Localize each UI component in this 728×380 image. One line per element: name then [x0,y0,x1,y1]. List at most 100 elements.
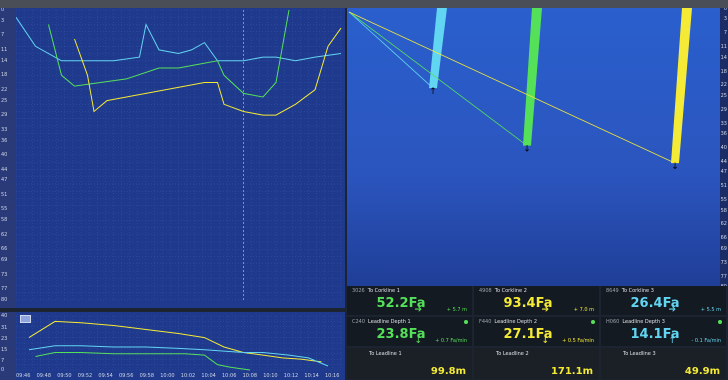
readout-change: + 0.7 Fa/min [435,338,467,344]
y-tick-label: 44 [1,166,8,173]
x-tick-label: 10:14 [304,373,319,379]
depth-tick-label: 69 [720,245,727,252]
depth-history-chart[interactable]: 0 3 7 11 14 18 22 25 29 33 36 40 44 47 51 55 58 62 66 69 73 7… [0,8,345,308]
readout-value: 27.1Fa [503,327,553,342]
x-tick-label: 10:08 [242,373,258,379]
readout-id: H060 [606,319,620,325]
readout-id: C240 [352,319,366,325]
y-tick-label: 33 [1,126,8,133]
y-tick-label: 47 [1,177,8,184]
readout-cell-8649[interactable]: 8649 To Corkline 3 26.4Fa ➔ + 5.5 m [601,286,726,315]
depth-tick-label: 73 [720,259,727,266]
depth-history-plot [15,9,342,301]
x-tick-label: 10:02 [180,373,196,379]
readout-title: To Corkline 1 [367,288,400,294]
leadline-value: 49.9m [684,366,720,377]
y-tick-label: 55 [1,206,8,213]
readout-title: Leadline Depth 3 [622,319,665,325]
leadline-distance-1[interactable]: To Leadline 1 99.8m [347,348,472,379]
readout-value: 52.2Fa [376,296,426,311]
readout-cell-4908[interactable]: 4908 To Corkline 2 93.4Fa ➔ + 7.0 m [474,286,599,315]
readout-trend-icon: ↑ [668,336,677,346]
y-tick-label: 7 [1,32,5,39]
readout-value: 23.8Fa [376,327,426,342]
x-tick-label: 10:12 [283,373,299,379]
readout-title: To Corkline 3 [621,288,654,294]
y-tick-label: 31 [1,325,8,332]
depth-tick-label: 3 [723,16,727,23]
readout-label: F440 Leadline Depth 2 [479,319,537,325]
x-tick-label: 09:52 [77,373,93,379]
x-tick-label: 09:50 [57,373,72,379]
y-tick-label: 69 [1,257,8,264]
readout-label: 3026 To Corkline 1 [352,288,400,294]
y-tick-label: 73 [1,271,8,278]
x-tick-label: 10:00 [160,373,175,379]
x-tick-label: 09:56 [119,373,134,379]
y-tick-label: 18 [1,72,8,79]
readout-cell-c240[interactable]: C240 Leadline Depth 1 23.8Fa ↓ + 0.7 Fa/min [347,317,472,346]
x-tick-label: 10:06 [222,373,237,379]
top-toolbar-strip [0,0,728,8]
net-depth-axis: 0 3 7 11 14 18 22 25 29 33 36 40 44 47 51 55 58 62 66 69 73 7… [720,8,728,286]
depth-tick-label: 18 [720,68,727,75]
x-tick-label: 10:10 [263,373,278,379]
net-end-marker-icon: ↑ [429,87,437,97]
depth-tick-label: 29 [720,106,727,113]
status-dot-icon [718,320,722,324]
y-tick-label: 62 [1,231,8,238]
depth-series-line-2 [48,9,290,98]
y-tick-label: 40 [1,152,8,158]
net-geometry-plot: ↑ ↓ ↓ [348,8,692,172]
x-tick-label: 09:58 [139,373,155,379]
timeline-chart[interactable]: 40 31 23 15 7 0 09:46 09:48 09:50 09:52 09:54 09:5… [0,312,345,380]
readout-trend-icon: ➔ [414,305,423,315]
timeline-y-axis: 40 31 23 15 7 0 [0,312,16,380]
readout-label: 8649 To Corkline 3 [606,288,654,294]
x-tick-label: 10:16 [325,373,340,379]
readout-label: H060 Leadline Depth 3 [606,319,665,325]
readout-cell-h060[interactable]: H060 Leadline Depth 3 14.1Fa ↑ - 0.1 Fa/min [601,317,726,346]
x-tick-label: 09:54 [98,373,113,379]
depth-tick-label: 0 [723,8,727,12]
y-tick-label: 25 [1,97,8,104]
chart-legend-toggle-icon[interactable] [20,315,31,323]
readout-title: Leadline Depth 2 [494,319,538,325]
leadline-distance-3[interactable]: To Leadline 3 49.9m [601,348,726,379]
y-tick-label: 40 [1,313,8,319]
timeline-plot [15,315,342,371]
x-tick-label: 10:04 [201,373,216,379]
leadline-label: To Leadline 2 [496,351,529,357]
tow-line-2 [348,11,528,146]
net-end-marker-icon: ↓ [671,162,679,172]
net-panel-1 [429,8,447,89]
y-tick-label: 0 [1,8,5,13]
net-panel-3 [671,8,692,164]
depth-tick-label: 11 [720,44,727,51]
depth-tick-label: 58 [720,207,727,214]
leadline-distance-2[interactable]: To Leadline 2 171.1m [474,348,599,379]
y-tick-label: 23 [1,335,8,342]
readout-id: 8649 [606,288,619,294]
readout-cell-f440[interactable]: F440 Leadline Depth 2 27.1Fa ↓ + 0.5 Fa/min [474,317,599,346]
depth-tick-label: 62 [720,221,727,228]
leadline-value: 99.8m [430,366,466,377]
y-tick-label: 14 [1,57,8,64]
readout-label: C240 Leadline Depth 1 [352,319,411,325]
status-dot-icon [464,320,468,324]
y-tick-label: 7 [1,357,5,364]
depth-tick-label: 36 [720,131,727,138]
y-tick-label: 58 [1,217,8,224]
x-tick-label: 09:48 [36,373,52,379]
status-dot-icon [591,320,595,324]
y-tick-label: 77 [1,286,8,293]
leadline-value: 171.1m [550,366,593,377]
readout-title: To Corkline 2 [494,288,527,294]
y-tick-label: 15 [1,346,8,353]
depth-tick-label: 7 [723,30,727,37]
readout-cell-3026[interactable]: 3026 To Corkline 1 52.2Fa ➔ + 5.7 m [347,286,472,315]
depth-y-axis: 0 3 7 11 14 18 22 25 29 33 36 40 44 47 51 55 58 62 66 69 73 7… [0,8,16,308]
net-profile-view[interactable]: ↑ ↓ ↓ 0 3 7 11 14 18 22 25 29 33 36 40 44 47 51 55 58 62 66 6… [347,8,728,286]
readout-change: + 5.7 m [446,307,467,313]
depth-tick-label: 40 [720,145,727,151]
